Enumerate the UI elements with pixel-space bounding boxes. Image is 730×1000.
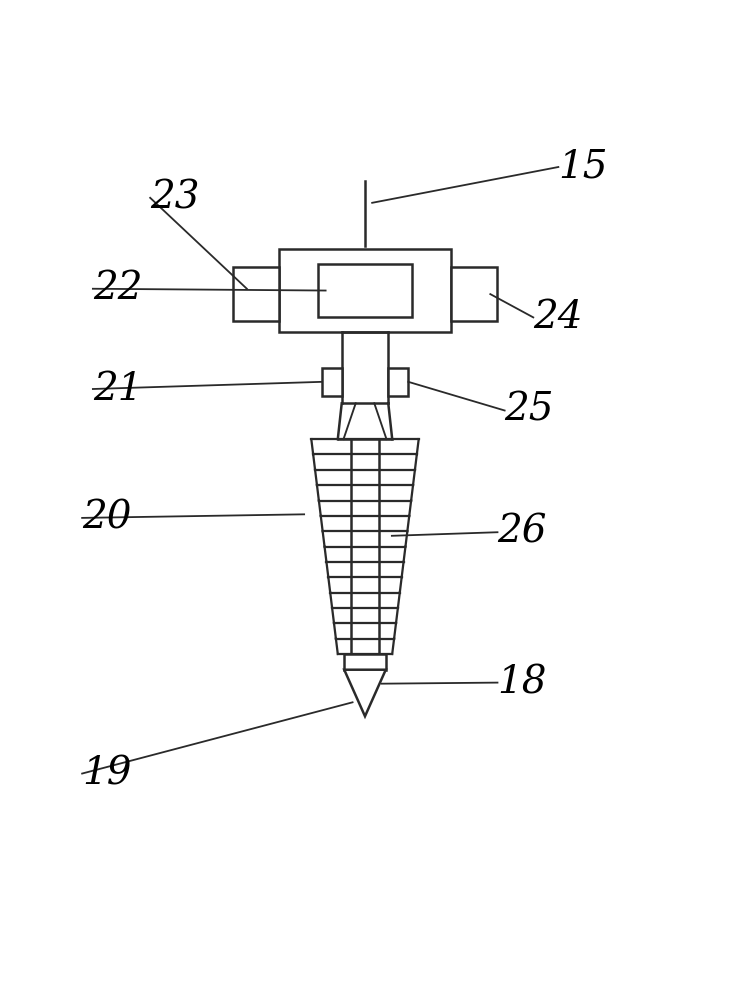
Bar xyxy=(279,249,451,332)
Text: 20: 20 xyxy=(82,499,131,536)
Bar xyxy=(318,264,412,317)
Bar xyxy=(345,654,385,670)
Bar xyxy=(451,267,497,321)
Bar xyxy=(388,368,408,396)
Text: 25: 25 xyxy=(504,392,554,429)
Text: 24: 24 xyxy=(534,299,583,336)
Bar xyxy=(322,368,342,396)
Text: 15: 15 xyxy=(558,149,608,186)
Text: 22: 22 xyxy=(93,270,142,307)
Text: 18: 18 xyxy=(497,664,547,701)
Bar xyxy=(233,267,279,321)
Text: 19: 19 xyxy=(82,755,131,792)
Text: 26: 26 xyxy=(497,514,547,551)
Polygon shape xyxy=(345,670,385,716)
Text: 23: 23 xyxy=(150,179,200,216)
Text: 21: 21 xyxy=(93,371,142,408)
